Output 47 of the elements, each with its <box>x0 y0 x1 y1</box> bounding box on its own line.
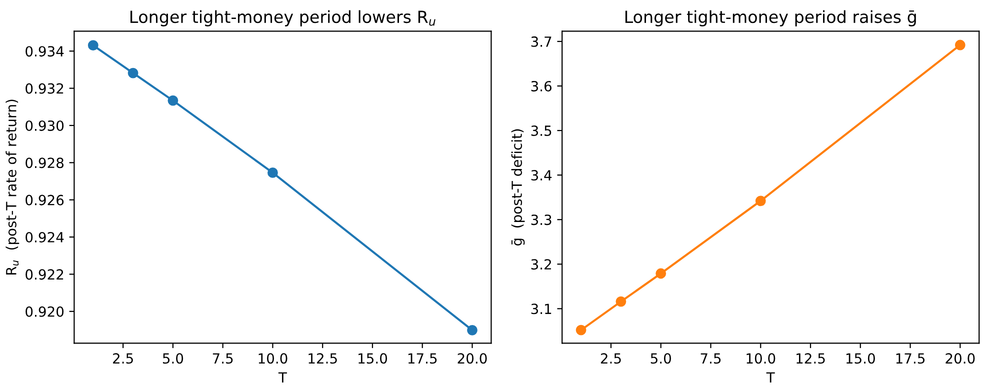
y-tick-label: 3.2 <box>531 259 551 270</box>
y-tick-label: 3.3 <box>531 214 552 226</box>
x-tick-label: 7.5 <box>700 353 721 364</box>
point <box>268 167 278 178</box>
chart-title: Longer tight-money period lowers R$_{u}$ <box>130 10 436 26</box>
point <box>656 268 666 279</box>
y-tick-label: 0.920 <box>26 306 64 317</box>
y-tick-label: 0.932 <box>26 83 64 94</box>
y-tick-label: 0.924 <box>26 232 64 243</box>
point <box>616 296 626 307</box>
y-tick-label: 0.930 <box>26 120 64 131</box>
x-tick-label: 15.0 <box>846 353 875 364</box>
x-tick-label: 20.0 <box>458 353 487 364</box>
x-tick-label: 10.0 <box>746 353 776 364</box>
x-tick-label: 5.0 <box>650 353 671 364</box>
y-axis-title: R$_{u}$ (post-T rate of return) <box>6 100 20 275</box>
point <box>467 324 478 336</box>
y-tick-label: 0.922 <box>26 269 64 280</box>
x-tick-label: 10.0 <box>258 353 288 364</box>
x-tick-label: 2.5 <box>600 353 621 364</box>
x-tick-label: 2.5 <box>113 353 133 364</box>
point <box>128 68 138 78</box>
x-tick-label: 17.5 <box>896 353 925 364</box>
chart-title: Longer tight-money period raises ḡ <box>625 10 916 26</box>
y-tick-label: 3.1 <box>531 304 552 314</box>
x-axis-title: T <box>278 372 287 382</box>
x-tick-label: 17.5 <box>408 353 437 364</box>
x-tick-label: 20.0 <box>946 353 975 364</box>
point <box>755 196 766 206</box>
y-axis-title: ḡ (post-T deficit) <box>511 129 525 246</box>
x-axis-title: T <box>766 372 775 382</box>
point <box>168 95 178 106</box>
point <box>954 40 966 50</box>
y-tick-label: 0.928 <box>26 158 64 168</box>
x-tick-label: 5.0 <box>162 353 184 364</box>
y-tick-label: 0.934 <box>26 46 64 57</box>
y-tick-label: 3.6 <box>531 80 552 92</box>
x-tick-label: 12.5 <box>308 353 337 364</box>
y-tick-label: 3.7 <box>531 36 552 47</box>
y-tick-label: 3.5 <box>531 125 552 136</box>
x-tick-label: 15.0 <box>358 353 388 364</box>
y-tick-label: 3.4 <box>531 170 552 181</box>
x-tick-label: 12.5 <box>796 353 825 364</box>
point <box>88 40 98 51</box>
x-tick-label: 7.5 <box>212 353 233 364</box>
point <box>576 324 586 336</box>
y-tick-label: 0.926 <box>26 194 64 206</box>
